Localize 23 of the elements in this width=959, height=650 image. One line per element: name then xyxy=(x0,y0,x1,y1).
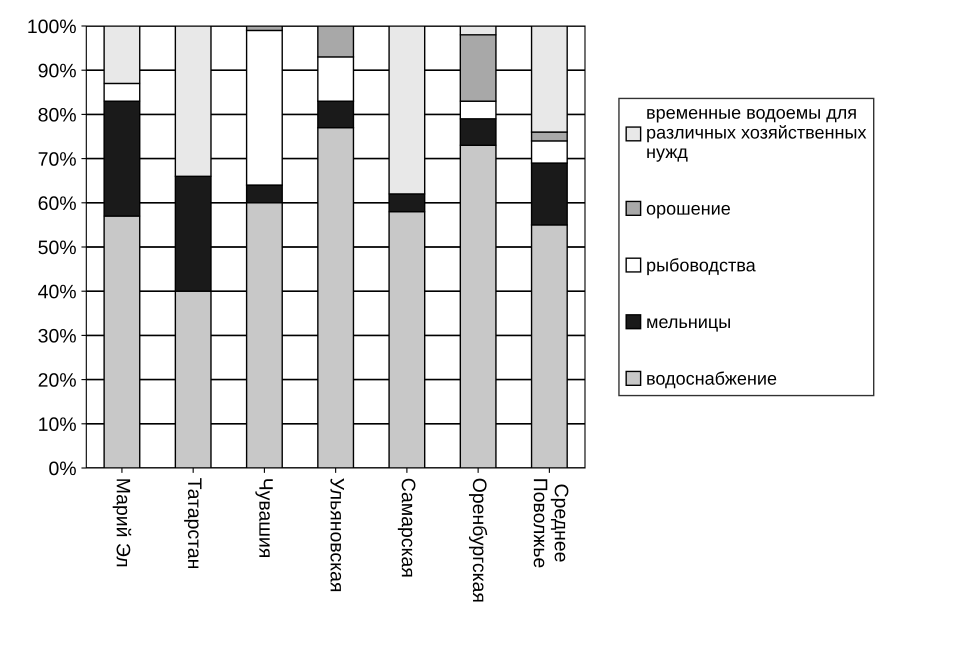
y-tick-label: 0% xyxy=(49,461,76,476)
legend-label: орошение xyxy=(646,204,730,218)
legend-label: водоснабжение xyxy=(647,371,776,388)
y-tick-label: 20% xyxy=(38,373,76,387)
x-tick-label: Среднее Поволжье xyxy=(534,479,568,568)
y-tick-label: 70% xyxy=(38,152,76,166)
y-tick-label: 90% xyxy=(38,64,76,78)
legend-label: временные водоемы для различных хозяйственных нужд xyxy=(647,108,866,162)
legend-label: мельницы xyxy=(647,318,730,332)
x-tick-label: Оренбургская xyxy=(468,478,488,602)
x-tick-label: Самарская xyxy=(398,478,416,576)
y-tick-label: 30% xyxy=(38,328,76,343)
x-tick-label: Марий Эл xyxy=(112,479,132,566)
y-tick-label: 60% xyxy=(38,196,76,210)
y-tick-label: 80% xyxy=(38,108,76,122)
y-tick-label: 100% xyxy=(28,19,76,34)
y-tick-label: 10% xyxy=(39,417,76,432)
x-tick-label: Татарстан xyxy=(184,478,202,568)
x-tick-label: Чувашия xyxy=(255,479,273,557)
x-tick-label: Ульяновская xyxy=(330,478,344,592)
y-tick-label: 50% xyxy=(38,240,76,254)
y-tick-label: 40% xyxy=(38,284,76,298)
legend-label: рыбоводства xyxy=(647,258,756,276)
